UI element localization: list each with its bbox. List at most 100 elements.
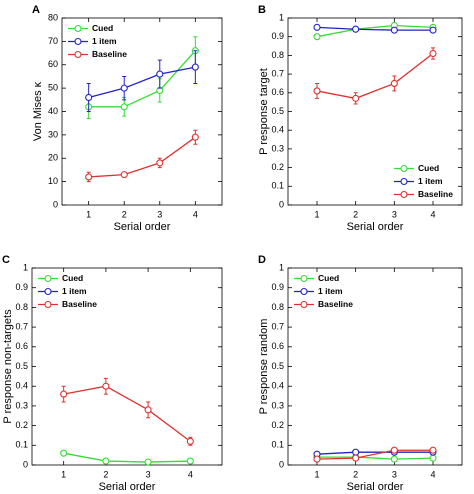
legend-label: Cued	[418, 163, 439, 173]
y-tick-label: 0.8	[271, 50, 284, 60]
x-tick-label: 2	[353, 209, 358, 219]
data-point	[390, 455, 398, 463]
data-point	[186, 437, 194, 445]
data-point	[352, 25, 360, 33]
data-point	[313, 455, 321, 463]
y-tick-label: 0.7	[271, 68, 284, 78]
plot-frame	[31, 267, 223, 466]
y-tick-label: 0.5	[271, 106, 284, 116]
data-point	[352, 454, 360, 462]
data-point	[120, 171, 128, 179]
legend-marker	[44, 287, 52, 296]
x-tick-label: 4	[193, 209, 198, 219]
panel-label: A	[32, 4, 40, 16]
data-point	[85, 93, 93, 102]
y-tick-label: 0.4	[271, 125, 284, 135]
legend-label: 1 item	[62, 286, 87, 296]
legend-label: 1 item	[418, 176, 443, 186]
y-tick-label: 0.9	[271, 282, 284, 292]
plot-frame	[287, 267, 463, 466]
data-point	[352, 448, 360, 456]
data-point	[156, 70, 164, 78]
panel-label: C	[2, 254, 10, 266]
y-tick-label: 1	[279, 12, 284, 22]
data-point	[60, 449, 68, 457]
y-tick-label: 0.3	[15, 400, 28, 410]
y-axis-label: P response random	[258, 319, 270, 415]
y-tick-label: 0.4	[15, 381, 28, 391]
y-tick-label: 0.6	[271, 341, 284, 351]
data-point	[313, 33, 321, 41]
data-point	[429, 454, 437, 462]
series-line	[88, 50, 196, 108]
data-point	[429, 26, 437, 34]
legend-label: Cued	[92, 23, 113, 33]
legend-label: Cued	[318, 273, 339, 283]
y-tick-label: 60	[48, 59, 58, 69]
y-tick-label: 0.3	[271, 143, 284, 153]
y-tick-label: 0.8	[15, 302, 28, 312]
data-point	[102, 382, 110, 390]
x-tick-label: 1	[314, 209, 319, 219]
y-tick-label: 50	[48, 83, 58, 93]
data-point	[352, 94, 360, 102]
legend-label: Cued	[62, 273, 83, 283]
y-tick-label: 0	[279, 459, 284, 469]
legend-marker	[74, 37, 82, 46]
data-point	[120, 103, 128, 111]
x-tick-label: 2	[103, 469, 108, 479]
legend-marker	[300, 287, 308, 296]
x-axis-label: Serial order	[114, 221, 171, 233]
y-tick-label: 0.1	[15, 440, 28, 450]
y-tick-label: 0.8	[271, 302, 284, 312]
y-tick-label: 0.5	[15, 361, 28, 371]
series-line	[63, 452, 191, 463]
y-axis-label: P response target	[258, 68, 270, 155]
data-point	[156, 159, 164, 167]
x-tick-label: 1	[61, 469, 66, 479]
series-line	[317, 456, 434, 460]
x-tick-label: 1	[314, 469, 319, 479]
legend-label: Baseline	[62, 299, 97, 309]
y-tick-label: 0.7	[15, 321, 28, 331]
data-point	[60, 390, 68, 398]
x-tick-label: 4	[430, 209, 435, 219]
data-point	[120, 84, 128, 92]
legend-marker	[44, 274, 52, 283]
x-tick-label: 2	[122, 209, 127, 219]
legend-label: 1 item	[92, 36, 117, 46]
y-tick-label: 70	[48, 36, 58, 46]
legend-label: Baseline	[418, 189, 453, 199]
series-line	[88, 136, 196, 178]
data-point	[144, 458, 152, 466]
y-tick-label: 0.2	[15, 420, 28, 430]
legend-marker	[44, 300, 52, 309]
series-line	[316, 449, 433, 460]
legend-marker	[74, 50, 82, 59]
data-point	[390, 79, 398, 87]
data-point	[102, 457, 110, 465]
data-point	[85, 173, 93, 181]
legend-label: Baseline	[318, 299, 353, 309]
data-point	[191, 133, 199, 141]
y-tick-label: 0.4	[271, 381, 284, 391]
data-point	[144, 406, 152, 414]
x-tick-label: 1	[86, 209, 91, 219]
y-tick-label: 40	[48, 106, 58, 116]
series-line	[88, 66, 196, 99]
y-tick-label: 0.6	[15, 341, 28, 351]
y-tick-label: 1	[279, 262, 284, 272]
legend-marker	[300, 274, 308, 283]
y-tick-label: 0.9	[271, 31, 284, 41]
series-line	[316, 451, 433, 455]
legend-marker	[400, 164, 408, 173]
data-point	[429, 49, 437, 58]
y-tick-label: 80	[48, 12, 58, 22]
legend-marker	[400, 177, 408, 186]
y-tick-label: 0	[53, 199, 58, 209]
x-tick-label: 4	[430, 469, 435, 479]
data-point	[390, 26, 398, 34]
y-tick-label: 10	[48, 176, 58, 186]
y-tick-label: 1	[23, 262, 28, 272]
